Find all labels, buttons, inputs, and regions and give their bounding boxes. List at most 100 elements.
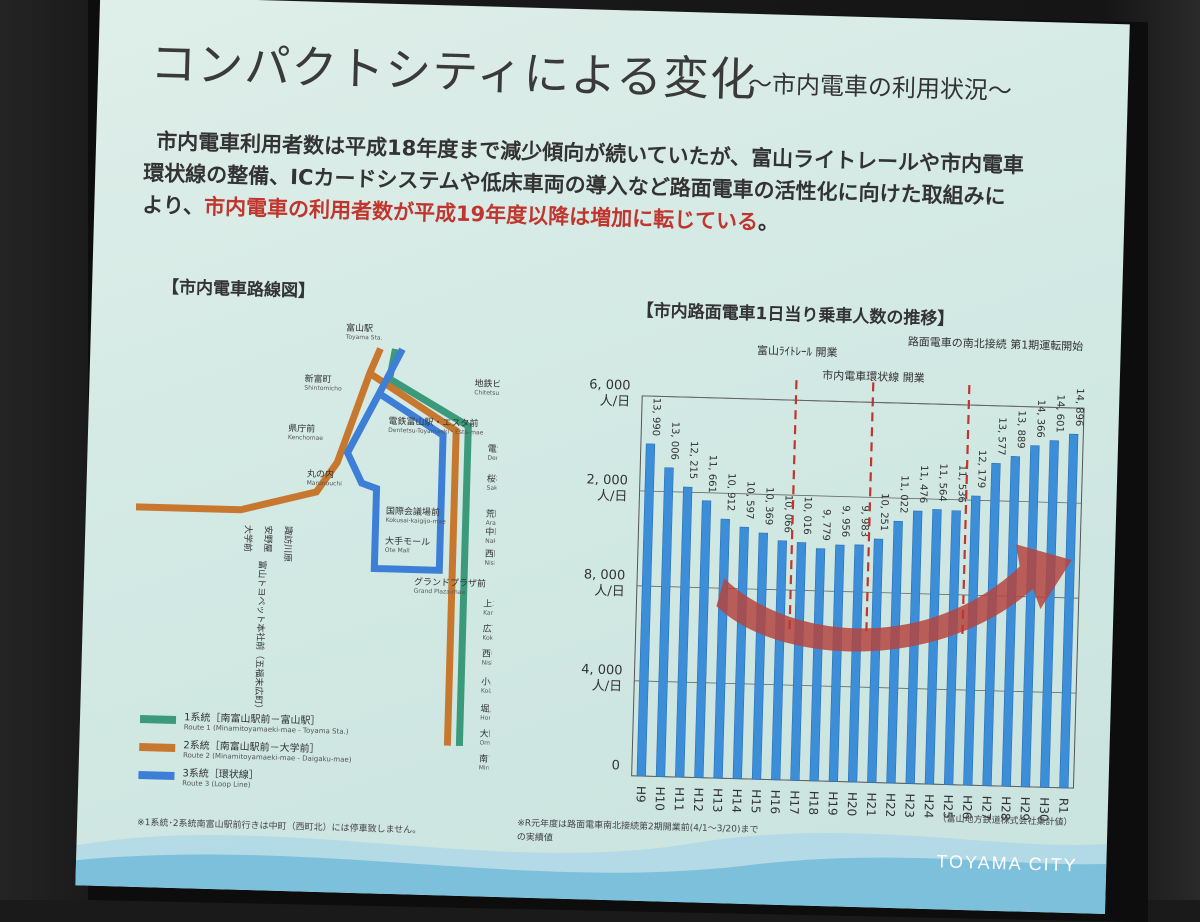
presentation-slide: コンパクトシティによる変化 ～市内電車の利用状況～ 市内電車利用者数は平成18年… <box>75 0 1130 915</box>
station-name: 安野屋 <box>262 525 275 552</box>
ridership-chart: 13, 990 13, 006 12, 215 11, 661 10, 912 10, 5… <box>581 334 1085 822</box>
trend-arrow <box>716 544 1072 652</box>
annotation-label: 市内電車環状線 開業 <box>822 368 925 385</box>
bar-H18 <box>809 548 826 782</box>
y-tick-label: 0 <box>611 758 620 773</box>
bar-H30 <box>1040 440 1059 788</box>
x-tick-label: H20 <box>845 792 860 817</box>
bar-H20 <box>847 544 864 783</box>
legend-label: 3系統［環状線］ Route 3 (Loop Line) <box>182 768 260 790</box>
station-name: 大学前 <box>242 525 255 552</box>
x-tick-label: H14 <box>729 789 744 814</box>
y-tick-unit: 人/日 <box>597 489 628 505</box>
station-name: 電鉄富山駅・エスタ前 <box>388 415 478 430</box>
bar-H28 <box>1001 456 1021 787</box>
station-sub: Kenchomae <box>288 434 324 442</box>
bar-value-label: 11, 022 <box>897 475 909 513</box>
x-tick-label: H23 <box>902 793 917 818</box>
bar-H9 <box>636 443 656 777</box>
chart-bars: 13, 990 13, 006 12, 215 11, 661 10, 912 10, 5… <box>636 388 1085 789</box>
station-23: 諏訪川原 <box>281 526 294 562</box>
bar-H21 <box>867 538 884 783</box>
decorative-wave <box>75 832 1107 915</box>
station-sub: Kamihonmachi <box>483 610 502 618</box>
bar-H15 <box>751 532 768 780</box>
bar-value-label: 13, 889 <box>1015 410 1027 448</box>
bar-value-label: 13, 990 <box>650 398 662 436</box>
station-name: 新富町 <box>304 372 331 385</box>
legend-swatch <box>138 770 175 780</box>
brand-logo-text: TOYAMA CITY <box>936 851 1078 876</box>
bar-value-label: 14, 601 <box>1054 394 1066 432</box>
annotation-line <box>961 385 971 635</box>
x-tick-label: H17 <box>787 790 802 815</box>
bar-value-label: 10, 251 <box>878 493 890 531</box>
bar-value-label: 10, 369 <box>763 487 775 525</box>
station-name: 富山トヨペット本社前（五福末広町） <box>252 560 268 713</box>
bar-value-label: 9, 779 <box>820 509 832 541</box>
x-axis: H9 H10 H11 H12 H13 H14 H15 H16 H17 H18 H19 H20 H21 H2… <box>633 786 1070 822</box>
x-tick-label: H28 <box>998 796 1013 821</box>
legend-swatch <box>139 742 176 752</box>
station-sub: Denkibiru-mae <box>487 455 501 463</box>
x-tick-label: R1 <box>1056 798 1070 814</box>
station-sub: Kokando-mae <box>482 635 501 643</box>
station-name: 西町 <box>485 549 502 560</box>
legend-label: 2系統［南富山駅前－大学前］ Route 2 (Minamitoyamaeki-m… <box>182 740 352 764</box>
bar-H16 <box>771 540 788 781</box>
station-name: 県庁前 <box>288 422 315 435</box>
bar-value-label: 11, 476 <box>917 465 929 503</box>
bar-H11 <box>675 486 693 778</box>
x-tick-label: H11 <box>672 787 687 812</box>
legend-swatch <box>139 714 177 724</box>
bar-value-label: 11, 661 <box>706 455 718 493</box>
x-tick-label: H19 <box>825 791 840 816</box>
route-2-line <box>135 347 460 746</box>
bar-H10 <box>655 467 674 777</box>
x-tick-label: H12 <box>691 787 706 812</box>
route-lines <box>135 347 472 747</box>
station-name: 大手モール <box>385 535 430 548</box>
bar-H25 <box>943 510 961 786</box>
x-tick-label: H16 <box>768 790 783 815</box>
x-tick-label: H21 <box>864 792 879 817</box>
bar-H29 <box>1020 445 1040 788</box>
bar-value-label: 10, 912 <box>725 473 737 511</box>
station-name: 国際会議場前 <box>386 505 440 519</box>
bar-value-label: 14, 896 <box>1073 388 1085 426</box>
gridline <box>639 490 1082 504</box>
y-tick-unit: 人/日 <box>592 679 623 695</box>
station-22: 大学前 <box>242 525 255 552</box>
y-tick-unit: 人/日 <box>599 394 630 410</box>
legend-row-3: 3系統［環状線］ Route 3 (Loop Line) <box>138 763 259 789</box>
x-tick-label: H9 <box>633 786 647 803</box>
y-tick-label: 4, 000 <box>581 662 623 678</box>
bar-H27 <box>982 462 1001 787</box>
bar-value-label: 13, 577 <box>995 417 1007 455</box>
station-sub: Nishicho <box>484 560 501 568</box>
bar-H23 <box>905 510 923 784</box>
bar-value-label: 10, 597 <box>744 481 756 519</box>
bar-value-label: 9, 983 <box>858 505 870 537</box>
bar-value-label: 11, 536 <box>955 465 967 503</box>
annotation-label: 富山ﾗｲﾄﾚｰﾙ 開業 <box>757 343 838 359</box>
station-name: 諏訪川原 <box>281 526 294 562</box>
station-sub: Grand Plaza-mae <box>414 588 466 596</box>
bar-H17 <box>790 542 807 781</box>
bar-value-label: 11, 564 <box>936 463 948 501</box>
station-name: グランドプラザ前 <box>414 576 486 590</box>
y-tick-label: 2, 000 <box>586 472 628 488</box>
annotation-line <box>865 382 875 633</box>
station-sub: Kokusai-kaigijo-mae <box>386 517 447 526</box>
station-sub: Nakamachi(Nishichokita) <box>485 538 502 547</box>
x-tick-label: H25 <box>941 794 956 819</box>
station-sub: Toyama Sta. <box>345 334 383 342</box>
